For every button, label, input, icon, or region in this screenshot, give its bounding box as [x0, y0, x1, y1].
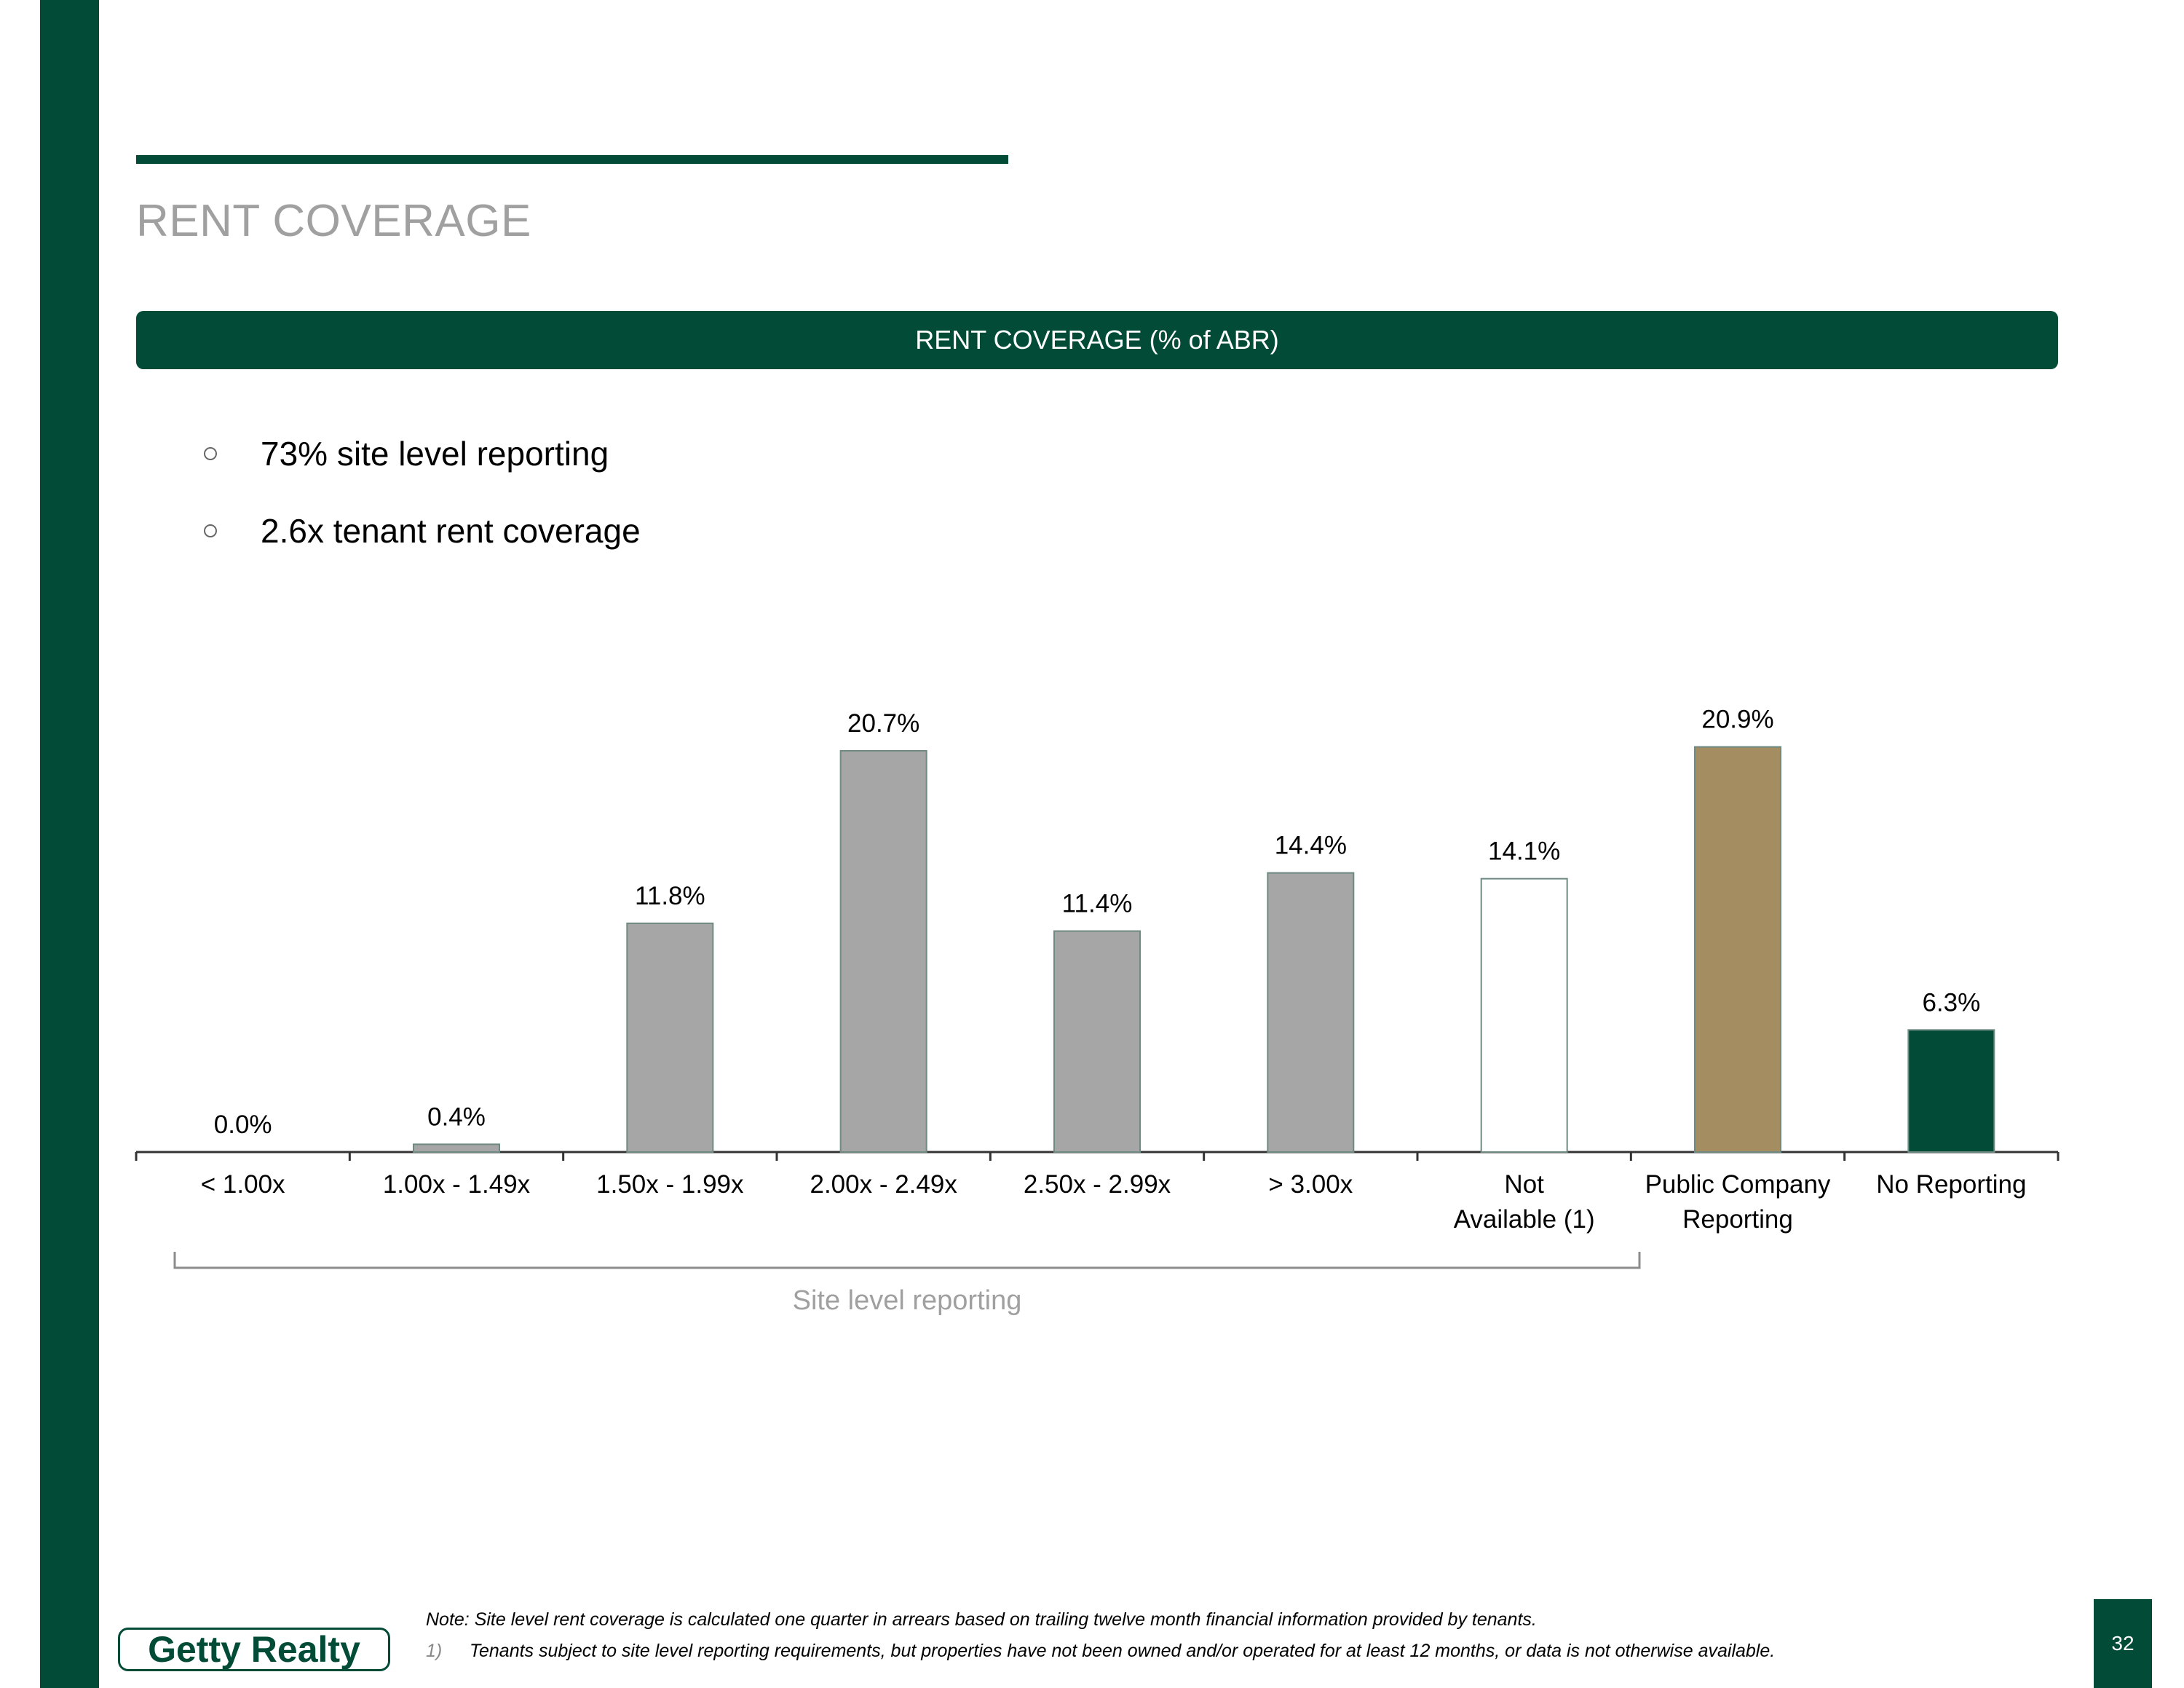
data-label: 6.3% — [1922, 988, 1980, 1017]
page-number-label: 32 — [2111, 1632, 2134, 1655]
bar-5 — [1267, 872, 1355, 1153]
footnote-text: Tenants subject to site level reporting … — [470, 1641, 1776, 1661]
bar-1 — [413, 1143, 500, 1153]
bullet-item: 73% site level reporting — [204, 415, 641, 492]
data-label: 20.7% — [847, 709, 919, 738]
bar-3 — [839, 749, 927, 1153]
bullet-text: 73% site level reporting — [261, 435, 609, 473]
circle-bullet-icon — [204, 447, 217, 460]
x-tick-label: 2.00x - 2.49x — [810, 1170, 957, 1199]
site-level-bracket — [173, 1252, 1641, 1269]
x-tick-label: > 3.00x — [1268, 1170, 1353, 1199]
bar-4 — [1053, 930, 1141, 1153]
x-tick-label: < 1.00x — [201, 1170, 285, 1199]
footnote-note: Note: Site level rent coverage is calcul… — [426, 1609, 1537, 1630]
left-accent-bar — [40, 0, 99, 1688]
x-tick-label: Public Company Reporting — [1645, 1170, 1831, 1234]
data-label: 20.9% — [1701, 706, 1773, 734]
page-title: RENT COVERAGE — [136, 196, 531, 246]
data-label: 0.4% — [427, 1103, 486, 1131]
bar-8 — [1907, 1029, 1995, 1153]
x-tick-label: 2.50x - 2.99x — [1024, 1170, 1171, 1199]
x-tick-label: No Reporting — [1876, 1170, 2026, 1199]
bar-6 — [1480, 877, 1568, 1153]
bullet-text: 2.6x tenant rent coverage — [261, 512, 641, 550]
circle-bullet-icon — [204, 524, 217, 537]
bullet-list: 73% site level reporting 2.6x tenant ren… — [204, 415, 641, 569]
data-label: 11.4% — [1062, 890, 1133, 918]
chart-header: RENT COVERAGE (% of ABR) — [136, 311, 2058, 369]
x-tick-label: 1.00x - 1.49x — [383, 1170, 531, 1199]
data-label: 11.8% — [635, 882, 705, 910]
bracket-label: Site level reporting — [793, 1285, 1022, 1316]
x-tick-label: Not Available (1) — [1454, 1170, 1595, 1234]
footnote-1: 1) Tenants subject to site level reporti… — [426, 1641, 1775, 1662]
title-rule — [136, 155, 1008, 164]
data-label: 14.1% — [1488, 837, 1560, 866]
chart-header-label: RENT COVERAGE (% of ABR) — [915, 325, 1279, 355]
data-label: 0.0% — [214, 1111, 272, 1139]
x-tick-label: 1.50x - 1.99x — [596, 1170, 744, 1199]
getty-realty-logo: Getty Realty — [118, 1628, 390, 1671]
page-number: 32 — [2094, 1599, 2152, 1688]
data-label: 14.4% — [1275, 832, 1347, 860]
footnote-number: 1) — [426, 1641, 443, 1661]
bar-2 — [626, 922, 714, 1153]
logo-text: Getty Realty — [148, 1629, 360, 1670]
bullet-item: 2.6x tenant rent coverage — [204, 492, 641, 569]
bar-7 — [1694, 746, 1781, 1153]
